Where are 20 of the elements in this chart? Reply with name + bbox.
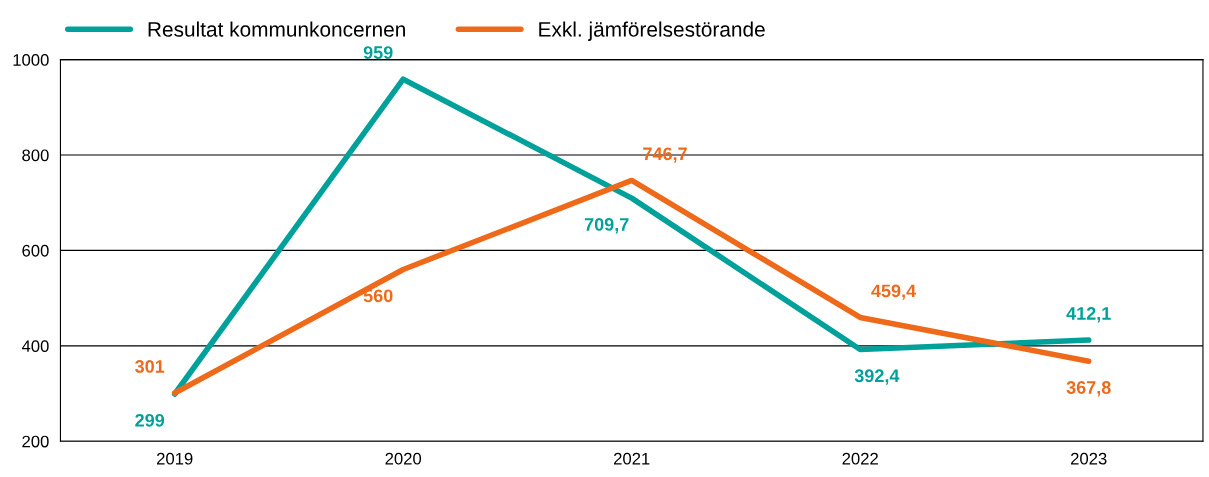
data-label: 392,4 bbox=[854, 369, 900, 385]
data-label: 412,1 bbox=[1066, 307, 1111, 323]
x-tick-label: 2021 bbox=[614, 452, 650, 465]
data-label: 459,4 bbox=[871, 284, 917, 300]
y-tick-label: 200 bbox=[22, 435, 49, 448]
x-tick-label: 2020 bbox=[385, 452, 422, 465]
y-tick-label: 800 bbox=[22, 149, 49, 162]
data-label: 367,8 bbox=[1066, 381, 1111, 397]
x-tick-label: 2023 bbox=[1071, 452, 1107, 465]
y-tick-label: 1000 bbox=[13, 54, 49, 66]
data-label: 299 bbox=[135, 413, 165, 427]
y-tick-label: 600 bbox=[22, 244, 49, 257]
data-label: 301 bbox=[135, 360, 165, 373]
data-label: 959 bbox=[363, 46, 393, 59]
x-tick-label: 2022 bbox=[842, 452, 878, 465]
legend-label: Resultat kommunkoncernen bbox=[148, 21, 405, 37]
y-tick-label: 400 bbox=[21, 340, 49, 353]
legend-label: Exkl. jämförelsestörande bbox=[539, 21, 765, 41]
data-label: 709,7 bbox=[584, 218, 629, 234]
x-tick-label: 2019 bbox=[157, 452, 193, 465]
